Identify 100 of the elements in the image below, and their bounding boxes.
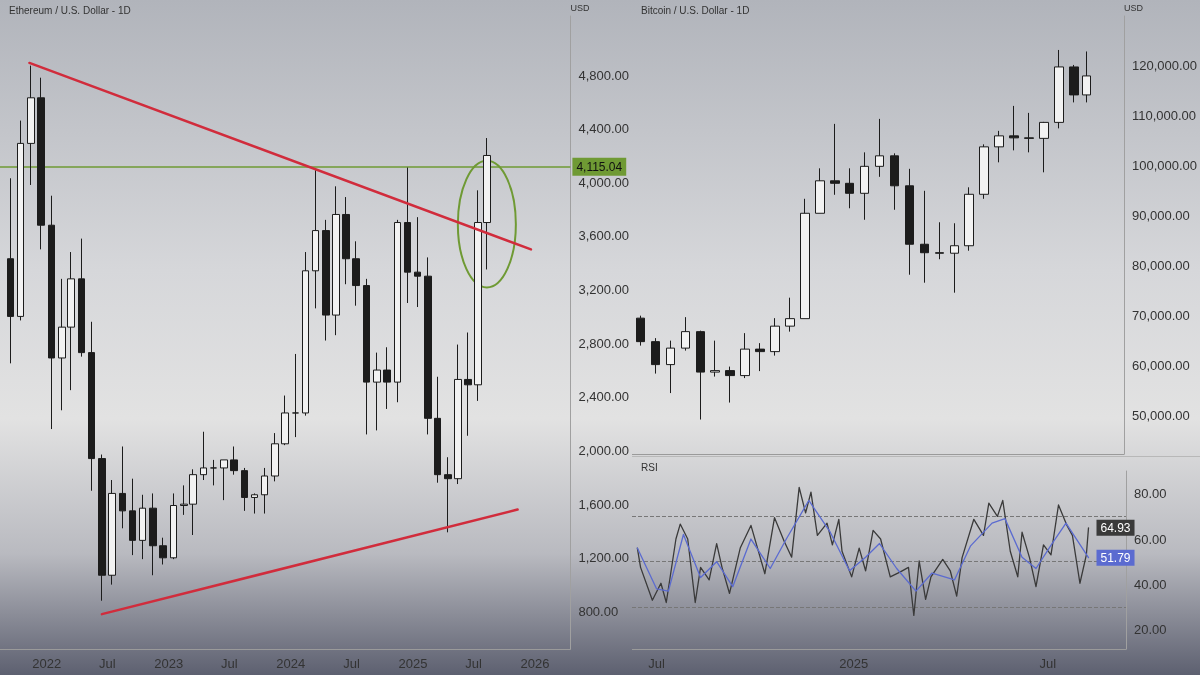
- y-tick-label: 20.00: [1134, 622, 1167, 638]
- candlestick: [1039, 121, 1049, 173]
- candlestick: [230, 445, 238, 476]
- ref-line-label: 4,115.04: [576, 159, 623, 174]
- candlestick: [935, 221, 944, 260]
- candlestick: [261, 467, 268, 515]
- candlestick: [170, 492, 177, 560]
- candlestick: [860, 151, 869, 221]
- candlestick: [710, 340, 720, 378]
- candlestick: [964, 186, 974, 252]
- candlestick: [1054, 49, 1064, 129]
- candlestick: [220, 459, 228, 501]
- y-axis-title: USD: [570, 2, 590, 13]
- candlestick: [875, 118, 884, 178]
- y-tick-label: 90,000.00: [1131, 208, 1190, 224]
- candlestick: [785, 297, 795, 333]
- candlestick: [815, 167, 825, 214]
- y-tick-label: 60,000.00: [1131, 358, 1190, 374]
- candlestick: [149, 492, 157, 576]
- candlestick: [322, 219, 330, 342]
- y-tick-label: 1,600.00: [578, 496, 630, 512]
- candlestick: [770, 317, 780, 357]
- y-tick-label: 80,000.00: [1131, 258, 1190, 274]
- candlestick: [251, 492, 258, 515]
- candlestick: [210, 459, 217, 486]
- candlestick: [890, 152, 899, 211]
- x-tick-label: Jul: [343, 656, 360, 671]
- candlestick: [159, 537, 167, 566]
- candlestick: [17, 120, 24, 321]
- candlestick: [1024, 112, 1034, 153]
- x-tick-label: 2023: [154, 656, 184, 671]
- candlestick: [1082, 50, 1091, 103]
- candlestick: [37, 77, 45, 250]
- chart-title: Ethereum / U.S. Dollar - 1D: [9, 4, 131, 16]
- chart-title: RSI: [641, 461, 658, 473]
- candlestick: [312, 169, 319, 309]
- candlestick: [755, 342, 765, 372]
- candlestick: [352, 240, 360, 307]
- y-tick-label: 80.00: [1134, 486, 1167, 502]
- y-tick-label: 70,000.00: [1131, 308, 1190, 324]
- y-tick-label: 40.00: [1134, 576, 1167, 592]
- candlestick: [905, 168, 914, 276]
- line-series: [636, 486, 1090, 617]
- candlestick: [830, 123, 840, 196]
- candlestick: [241, 467, 248, 512]
- candlestick: [950, 222, 959, 294]
- y-tick-label: 110,000.00: [1131, 108, 1197, 124]
- candlestick: [424, 256, 432, 435]
- x-tick-label: 2022: [32, 656, 62, 671]
- x-tick-label: Jul: [465, 656, 482, 671]
- y-tick-label: 800.00: [578, 603, 619, 619]
- y-tick-label: 2,800.00: [578, 335, 630, 351]
- candlestick: [454, 344, 462, 485]
- candlestick: [800, 198, 810, 320]
- data-label: 64.93: [1100, 520, 1131, 535]
- y-tick-label: 2,400.00: [578, 389, 630, 405]
- x-tick-label: 2025: [839, 656, 869, 671]
- candlestick: [444, 456, 452, 533]
- candlestick: [271, 432, 279, 482]
- candlestick: [292, 353, 299, 438]
- candlestick: [139, 494, 146, 560]
- candlestick: [394, 219, 401, 403]
- candlestick: [920, 190, 929, 284]
- candlestick: [681, 316, 690, 352]
- chart-title: Bitcoin / U.S. Dollar - 1D: [641, 4, 750, 16]
- candlestick: [979, 143, 989, 200]
- x-tick-label: 2026: [520, 656, 550, 671]
- y-tick-label: 3,200.00: [578, 282, 630, 298]
- candlestick: [27, 65, 35, 186]
- candlestick: [994, 130, 1004, 163]
- candlestick: [740, 332, 750, 379]
- candlestick: [98, 454, 106, 602]
- y-axis-title: USD: [1123, 2, 1144, 13]
- candlestick: [666, 340, 675, 394]
- x-tick-label: Jul: [1039, 656, 1057, 671]
- candlestick: [281, 395, 289, 446]
- y-tick-label: 50,000.00: [1131, 408, 1190, 424]
- candlestick: [725, 366, 735, 404]
- candlestick: [651, 337, 660, 375]
- y-tick-label: 1,200.00: [578, 550, 630, 566]
- candlestick: [696, 330, 705, 421]
- x-tick-label: Jul: [648, 656, 666, 671]
- y-tick-label: 120,000.00: [1131, 58, 1198, 74]
- candlestick: [636, 315, 645, 347]
- candlestick: [200, 431, 207, 481]
- y-tick-label: 4,800.00: [578, 67, 630, 83]
- x-tick-label: 2025: [398, 656, 428, 671]
- line-series: [636, 499, 1090, 592]
- x-tick-label: Jul: [220, 656, 238, 671]
- x-tick-label: 2024: [276, 656, 306, 671]
- y-tick-label: 3,600.00: [578, 228, 630, 244]
- candlestick: [332, 185, 340, 336]
- candlestick: [1069, 64, 1079, 103]
- y-tick-label: 100,000.00: [1131, 158, 1198, 174]
- candlestick: [302, 251, 309, 417]
- y-tick-label: 4,400.00: [578, 121, 630, 137]
- candlestick: [342, 196, 350, 285]
- x-tick-label: Jul: [98, 656, 116, 671]
- y-tick-label: 2,000.00: [578, 443, 630, 459]
- candlestick: [1009, 105, 1019, 151]
